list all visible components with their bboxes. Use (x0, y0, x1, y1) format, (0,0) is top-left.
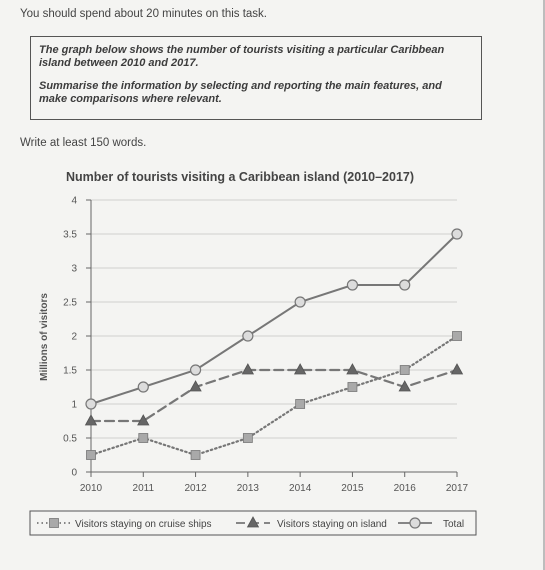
data-point (409, 517, 421, 529)
data-point (450, 363, 464, 375)
data-point (452, 331, 462, 341)
grid-lines (91, 199, 457, 439)
data-point (399, 365, 410, 375)
x-tick-label: 2014 (289, 483, 312, 494)
data-point (85, 398, 97, 410)
legend-label: Visitors staying on island (277, 519, 387, 530)
task-box: The graph below shows the number of tour… (30, 36, 482, 120)
data-point (190, 450, 201, 460)
data-point (86, 450, 96, 460)
data-point (246, 516, 260, 528)
data-point (138, 433, 149, 443)
data-point (242, 330, 254, 342)
data-point (346, 363, 359, 375)
legend-item: Total (398, 517, 464, 530)
y-tick-label: 0 (71, 468, 77, 479)
x-tick-label: 2013 (237, 483, 260, 494)
task-instruction: Summarise the information by selecting a… (39, 80, 442, 105)
y-tick-label: 1.5 (63, 366, 77, 377)
word-count-note: Write at least 150 words. (20, 137, 147, 149)
data-point (242, 433, 253, 443)
y-tick-label: 0.5 (63, 434, 77, 445)
series-layer (84, 228, 464, 460)
task-description: The graph below shows the number of tour… (39, 44, 445, 69)
data-point (295, 399, 306, 409)
legend-label: Total (443, 519, 464, 530)
series-line (89, 334, 459, 457)
y-tick-label: 4 (71, 196, 77, 207)
legend-item: Visitors staying on island (236, 516, 387, 530)
y-axis-label: Millions of visitors (39, 293, 50, 381)
data-point (398, 380, 411, 392)
data-point (347, 382, 358, 392)
x-tick-label: 2010 (80, 483, 103, 494)
data-point (137, 381, 149, 393)
legend: Visitors staying on cruise ships Visitors… (29, 510, 477, 536)
series-triangle (84, 363, 464, 426)
data-point (49, 518, 59, 528)
y-tick-label: 3.5 (63, 230, 77, 241)
x-tick-label: 2017 (446, 483, 469, 494)
x-tick-label: 2012 (184, 483, 207, 494)
intro-text: You should spend about 20 minutes on thi… (20, 8, 267, 20)
series-square (86, 331, 462, 460)
legend-item: Visitors staying on cruise ships (37, 518, 212, 530)
page-edge (543, 0, 545, 570)
y-tick-label: 2.5 (63, 298, 77, 309)
data-point (451, 228, 463, 240)
x-tick-label: 2011 (133, 483, 155, 494)
data-point (189, 380, 202, 392)
series-line (90, 233, 458, 405)
data-point (84, 414, 98, 426)
data-point (241, 363, 255, 375)
series-line (89, 368, 459, 423)
series-circle (85, 228, 463, 410)
legend-box (29, 510, 477, 536)
data-point (293, 363, 307, 375)
x-tick-label: 2016 (394, 483, 417, 494)
y-tick-label: 3 (71, 264, 77, 275)
data-point (346, 279, 359, 291)
data-point (189, 364, 202, 376)
x-tick-label: 2015 (341, 483, 364, 494)
data-point (137, 414, 150, 426)
data-point (399, 279, 411, 291)
axes: 0 0.5 1 1.5 2 2.5 3 3.5 4 2010 2011 2012 2013 2014 201… (63, 196, 468, 495)
chart-title: Number of tourists visiting a Caribbean … (66, 170, 415, 184)
y-tick-label: 2 (71, 332, 77, 343)
data-point (294, 296, 306, 308)
y-tick-label: 1 (71, 400, 77, 411)
legend-label: Visitors staying on cruise ships (75, 519, 212, 530)
